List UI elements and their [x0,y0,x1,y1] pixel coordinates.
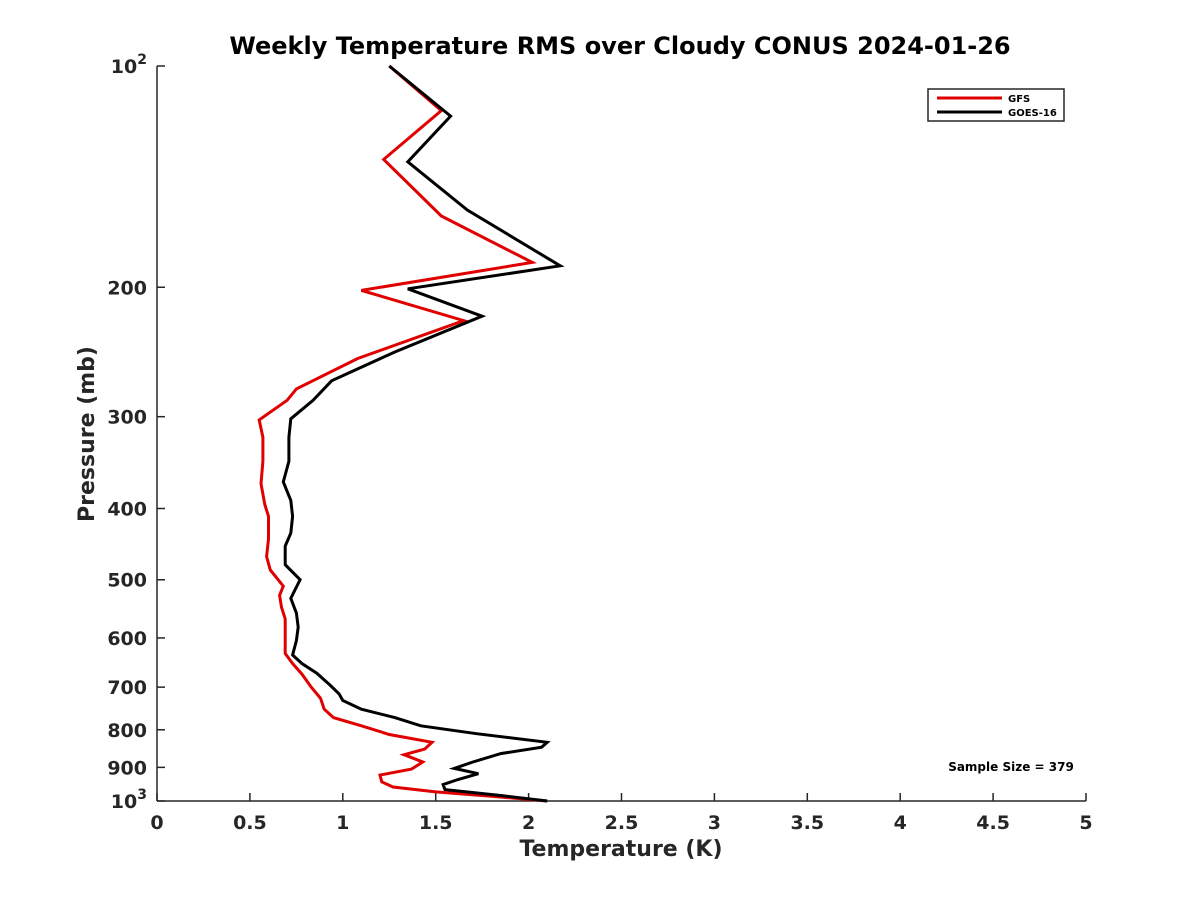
y-tick-label: 500 [107,570,147,592]
x-tick-label: 4.5 [976,812,1010,834]
x-tick-label: 1 [336,812,349,834]
x-tick-label: 2 [522,812,535,834]
y-tick-label: 700 [107,677,147,699]
y-tick-label: 400 [107,499,147,521]
x-tick-label: 0.5 [233,812,267,834]
y-tick-label: 600 [107,628,147,650]
x-tick-label: 4 [894,812,907,834]
y-axis-label: Pressure (mb) [75,346,100,522]
legend: GFS GOES-16 [927,88,1065,122]
legend-entries: GFS GOES-16 [937,94,1057,119]
x-tick-label: 1.5 [419,812,453,834]
x-tick-label: 3 [708,812,721,834]
chart-title: Weekly Temperature RMS over Cloudy CONUS… [229,32,1010,60]
legend-label-gfs: GFS [1008,94,1030,105]
y-tick-label: 900 [107,757,147,779]
series-line-gfs [257,64,548,803]
sample-size-annotation: Sample Size = 379 [948,760,1074,774]
y-tick-exponent: 2 [137,52,147,68]
y-tick-label: 102 [111,52,147,78]
legend-box [927,88,1065,122]
x-tick-label: 3.5 [790,812,824,834]
y-tick-exponent: 3 [137,787,147,803]
y-tick-base: 10 [111,56,137,78]
y-tick-base: 10 [111,791,137,813]
x-tick-label: 0 [150,812,163,834]
x-axis-label: Temperature (K) [519,837,722,862]
y-tick-label: 800 [107,720,147,742]
x-tick-label: 5 [1079,812,1092,834]
y-tick-label: 103 [111,787,147,813]
series-lines [257,64,565,803]
x-tick-label: 2.5 [605,812,639,834]
legend-label-goes-16: GOES-16 [1008,108,1057,119]
y-tick-label: 200 [107,277,147,299]
series-line-goes-16 [281,64,565,803]
y-tick-label: 300 [107,407,147,429]
x-ticks: 0 0.5 1 1.5 2 2.5 3 3.5 4 4.5 5 [150,793,1093,834]
